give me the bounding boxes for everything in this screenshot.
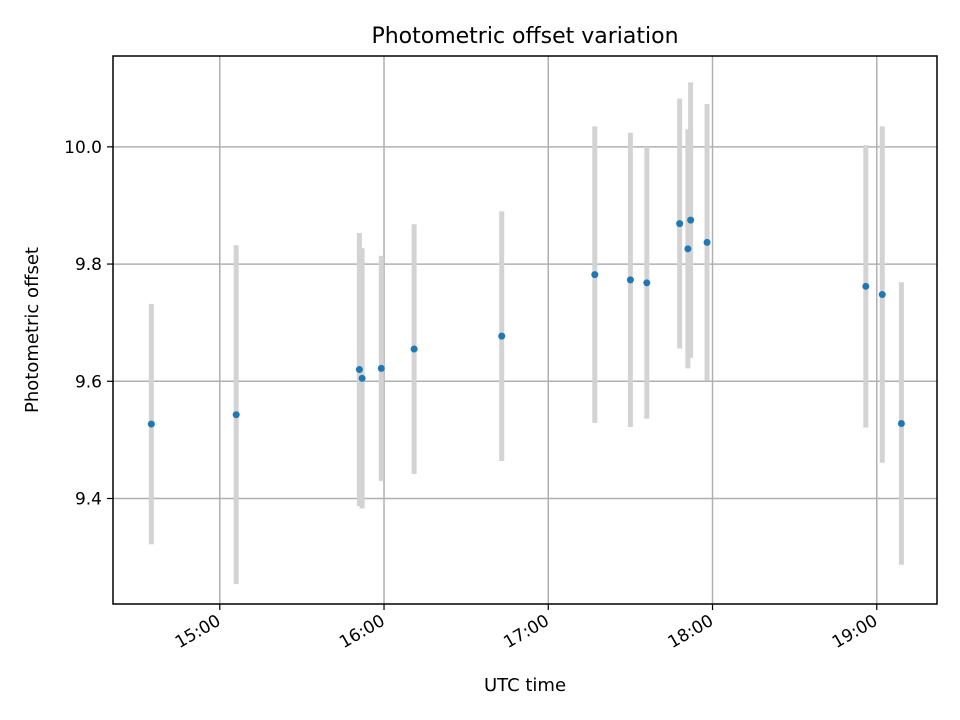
- plot-frame: [112, 55, 938, 605]
- data-point: [498, 332, 506, 340]
- data-point: [358, 374, 366, 382]
- data-point: [684, 245, 692, 253]
- grid: [113, 56, 937, 604]
- data-point: [377, 364, 385, 372]
- y-tick-label: 9.8: [75, 255, 102, 275]
- x-tick-label: 15:00: [172, 611, 224, 653]
- data-point: [676, 220, 684, 228]
- data-points: [147, 216, 905, 428]
- error-bars: [148, 82, 904, 585]
- y-tick-label: 10.0: [64, 138, 102, 158]
- axis-ticks: 15:00 16:00 17:00 18:00 19:00 9.4 9.6 9.8 10.0: [64, 138, 881, 653]
- data-point: [355, 366, 363, 374]
- data-point: [232, 411, 240, 419]
- y-tick-label: 9.4: [75, 490, 102, 510]
- data-point: [410, 345, 418, 353]
- data-point: [897, 419, 905, 427]
- x-tick-label: 18:00: [665, 611, 717, 653]
- data-point: [687, 216, 695, 224]
- y-axis-label: Photometric offset: [22, 247, 43, 413]
- chart-title: Photometric offset variation: [371, 24, 678, 49]
- data-point: [643, 279, 651, 287]
- data-point: [878, 291, 886, 299]
- data-point: [626, 276, 634, 284]
- y-tick-label: 9.6: [75, 372, 102, 392]
- data-point: [862, 282, 870, 290]
- data-point: [703, 238, 711, 246]
- x-tick-label: 19:00: [829, 611, 881, 653]
- data-point: [591, 271, 599, 279]
- x-axis-label: UTC time: [484, 675, 566, 696]
- data-point: [147, 420, 155, 428]
- x-tick-label: 17:00: [500, 611, 552, 653]
- x-tick-label: 16:00: [336, 611, 388, 653]
